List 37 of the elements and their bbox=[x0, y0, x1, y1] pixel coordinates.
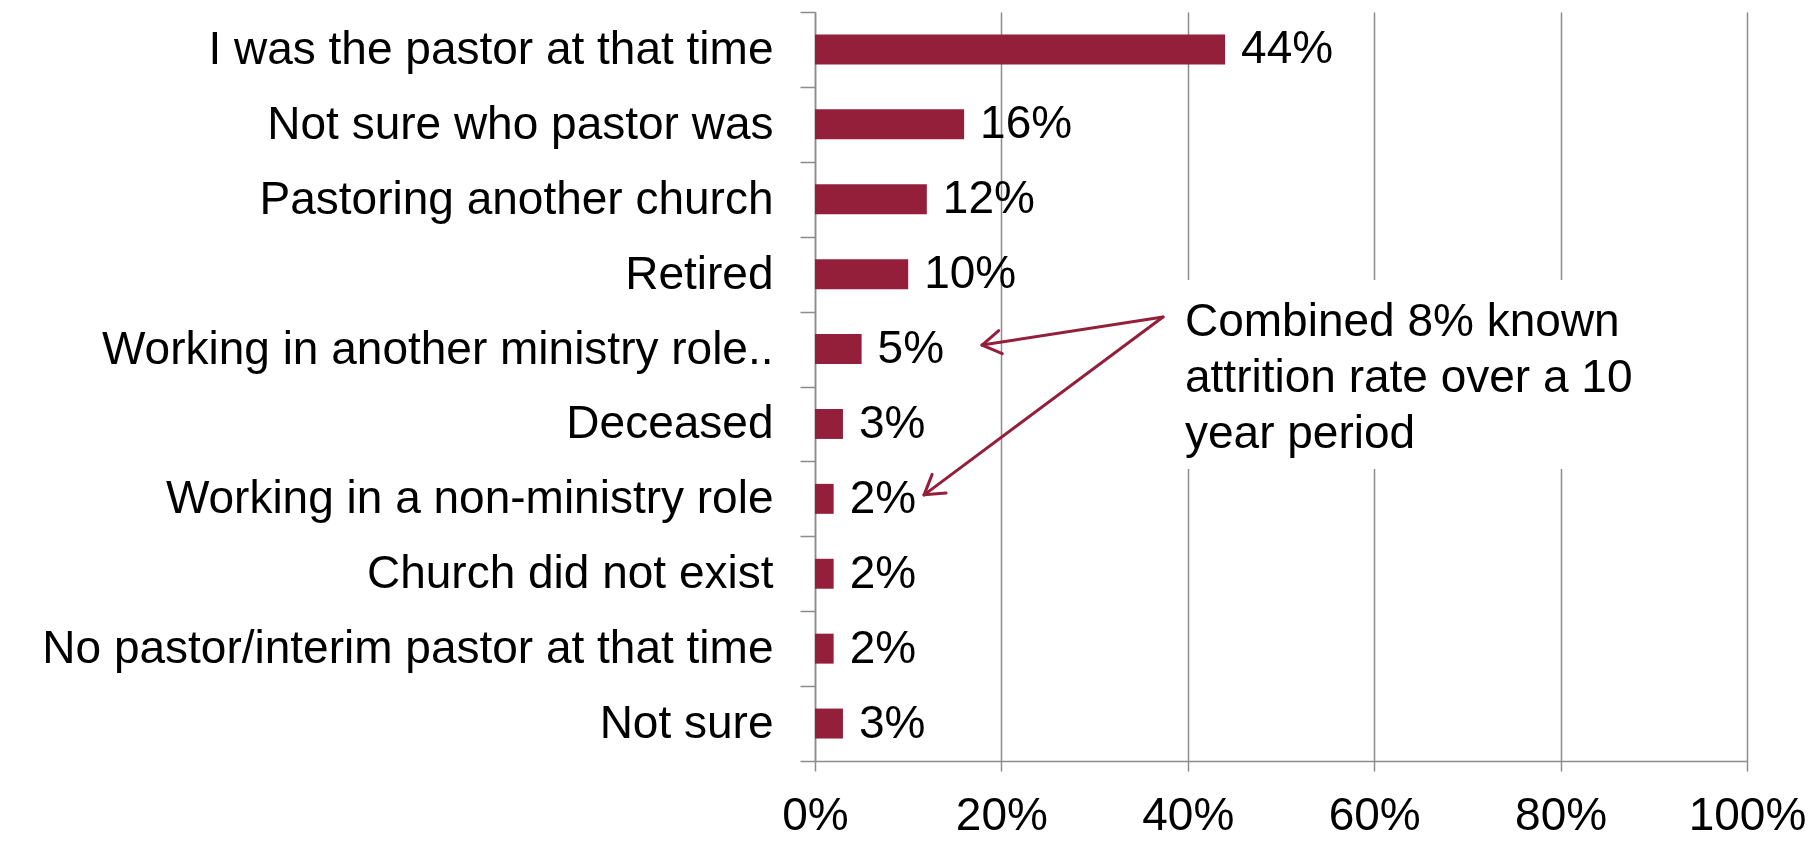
data-label: 3% bbox=[858, 395, 926, 448]
y-tick-label: Working in another ministry role.. bbox=[101, 321, 774, 374]
data-label: 2% bbox=[849, 545, 917, 598]
bar bbox=[815, 184, 927, 215]
y-tick-label: Not sure bbox=[599, 696, 774, 749]
data-label: 12% bbox=[942, 171, 1035, 224]
data-label: 3% bbox=[858, 695, 926, 748]
x-tick-label: 60% bbox=[1328, 787, 1421, 840]
data-label: 2% bbox=[849, 470, 917, 523]
y-tick-label: Pastoring another church bbox=[259, 171, 774, 224]
y-tick-label: Church did not exist bbox=[366, 546, 774, 599]
bar bbox=[815, 558, 834, 589]
bar bbox=[815, 483, 834, 514]
bar bbox=[815, 334, 862, 365]
bar bbox=[815, 408, 843, 439]
x-tick-label: 20% bbox=[955, 787, 1048, 840]
y-tick-label: Not sure who pastor was bbox=[267, 96, 774, 149]
y-tick-label: No pastor/interim pastor at that time bbox=[42, 621, 774, 674]
y-tick-label: I was the pastor at that time bbox=[208, 21, 774, 74]
data-label: 16% bbox=[980, 96, 1073, 149]
x-tick-label: 80% bbox=[1515, 787, 1608, 840]
bar bbox=[815, 109, 965, 140]
x-tick-label: 40% bbox=[1142, 787, 1235, 840]
annotation: Combined 8% known attrition rate over a 10 year period bbox=[1185, 294, 1633, 458]
bar bbox=[815, 633, 834, 664]
x-tick-label: 0% bbox=[782, 787, 849, 840]
data-label: 10% bbox=[924, 246, 1017, 299]
bar bbox=[815, 259, 909, 290]
y-tick-label: Retired bbox=[625, 246, 774, 299]
y-tick-label: Deceased bbox=[566, 396, 774, 449]
bar bbox=[815, 34, 1226, 65]
data-label: 2% bbox=[849, 620, 917, 673]
data-label: 5% bbox=[877, 321, 945, 374]
data-label: 44% bbox=[1241, 21, 1334, 74]
y-tick-label: Working in a non-ministry role bbox=[165, 471, 774, 524]
x-tick-label: 100% bbox=[1688, 787, 1807, 840]
bar bbox=[815, 708, 843, 739]
